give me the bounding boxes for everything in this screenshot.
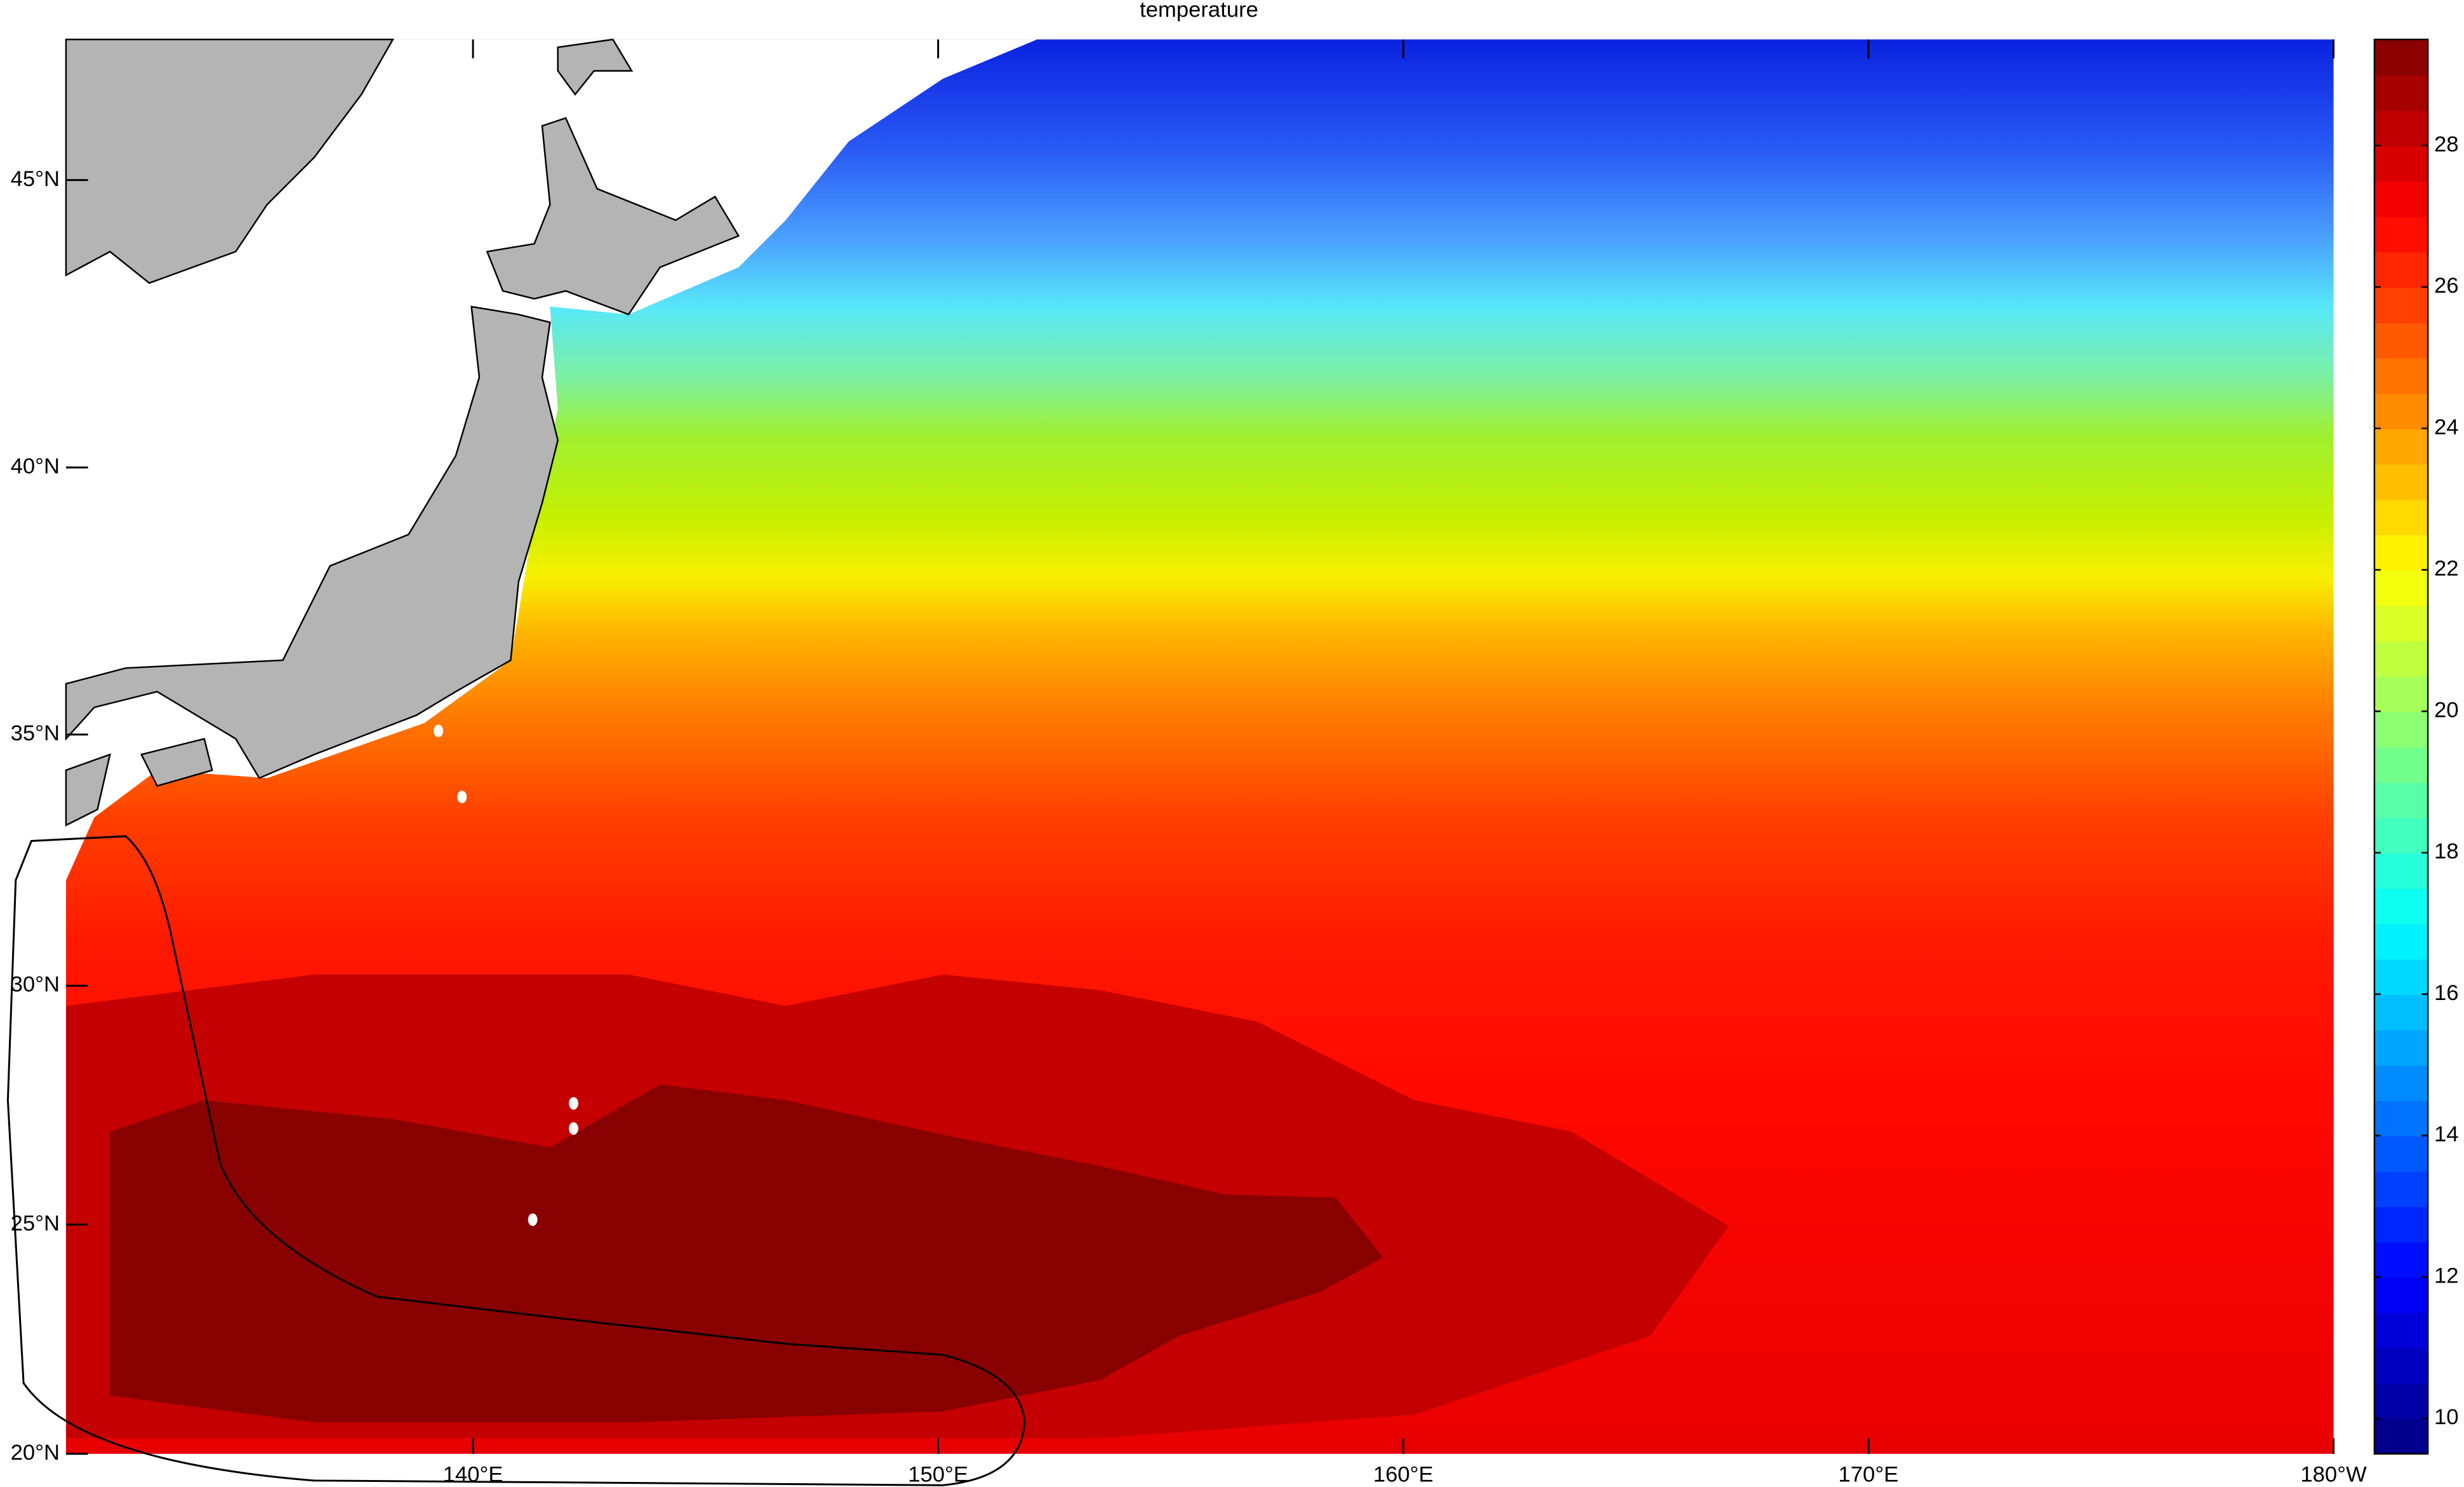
x-tick-label: 160°E (1373, 1463, 1434, 1487)
honshu (65, 305, 559, 780)
colorbar-tick-label: 26 (2434, 274, 2459, 298)
colorbar-step (2374, 1206, 2428, 1243)
island (528, 1213, 538, 1226)
x-tick-label: 170°E (1839, 1463, 1899, 1487)
chart-title: temperature (1140, 0, 1258, 22)
colorbar-step (2374, 216, 2428, 253)
colorbar-step (2374, 463, 2428, 500)
colorbar-tick-label: 10 (2434, 1405, 2459, 1429)
y-tick-label: 40°N (11, 454, 60, 478)
x-tick-label: 180°W (2300, 1463, 2367, 1487)
colorbar-step (2374, 676, 2428, 712)
y-tick-label: 25°N (11, 1211, 60, 1236)
colorbar-frame (2373, 38, 2429, 1455)
colorbar-step (2374, 110, 2428, 147)
colorbar-step (2374, 1312, 2428, 1349)
colorbar-step (2374, 1383, 2428, 1420)
colorbar-tick-label: 16 (2434, 981, 2459, 1005)
colorbar-step (2374, 357, 2428, 394)
colorbar-step (2374, 1241, 2428, 1278)
colorbar-step (2374, 74, 2428, 111)
colorbar-step (2374, 1347, 2428, 1384)
island (568, 1122, 578, 1135)
hokkaido (486, 117, 740, 316)
colorbar-step (2374, 994, 2428, 1030)
colorbar-tick-label: 20 (2434, 698, 2459, 722)
contour-line (6, 835, 1026, 1486)
mainland (65, 38, 394, 284)
colorbar-step (2374, 251, 2428, 288)
colorbar-step (2374, 853, 2428, 889)
colorbar-step (2374, 1171, 2428, 1208)
colorbar-step (2374, 782, 2428, 818)
islands (434, 724, 578, 1226)
colorbar-step (2374, 888, 2428, 924)
colorbar-step (2374, 923, 2428, 960)
colorbar-step (2374, 1029, 2428, 1066)
colorbar-tick-label: 24 (2434, 415, 2459, 439)
y-tick-label: 30°N (11, 973, 60, 997)
colorbar-step (2374, 286, 2428, 323)
colorbar-tick-label: 18 (2434, 839, 2459, 864)
colorbar-step (2374, 1418, 2428, 1455)
colorbar-step (2374, 145, 2428, 182)
colorbar-step (2374, 570, 2428, 606)
colorbar-step (2374, 605, 2428, 642)
temperature-field (65, 39, 2334, 1454)
kyushu (65, 753, 111, 827)
warmest-region (110, 1084, 1383, 1423)
colorbar-tick-label: 14 (2434, 1123, 2459, 1147)
colorbar-step (2374, 959, 2428, 996)
colorbar-step (2374, 1135, 2428, 1172)
colorbar-step (2374, 1065, 2428, 1102)
colorbar-step (2374, 1100, 2428, 1137)
island (568, 1097, 578, 1110)
colorbar-step (2374, 640, 2428, 677)
colorbar-step (2374, 746, 2428, 783)
colorbar-step (2374, 1277, 2428, 1314)
colorbar-step (2374, 499, 2428, 536)
colorbar-step (2374, 817, 2428, 854)
island (434, 724, 443, 738)
x-tick-label: 150°E (908, 1463, 968, 1487)
y-tick-label: 35°N (11, 721, 60, 745)
y-tick-label: 20°N (11, 1441, 60, 1465)
land (65, 38, 740, 827)
shikoku (140, 738, 213, 787)
colorbar-step (2374, 711, 2428, 748)
x-tick-label: 140°E (443, 1463, 503, 1487)
colorbar-step (2374, 393, 2428, 429)
sakhalin (557, 38, 634, 96)
island (457, 790, 467, 804)
colorbar-step (2374, 534, 2428, 571)
colorbar-tick-label: 28 (2434, 132, 2459, 156)
colorbar-tick-label: 12 (2434, 1264, 2459, 1288)
colorbar-step (2374, 428, 2428, 465)
colorbar-step (2374, 322, 2428, 359)
y-tick-label: 45°N (11, 167, 60, 191)
colorbar-tick-label: 22 (2434, 557, 2459, 581)
colorbar-step (2374, 180, 2428, 217)
colorbar-step (2374, 39, 2428, 76)
